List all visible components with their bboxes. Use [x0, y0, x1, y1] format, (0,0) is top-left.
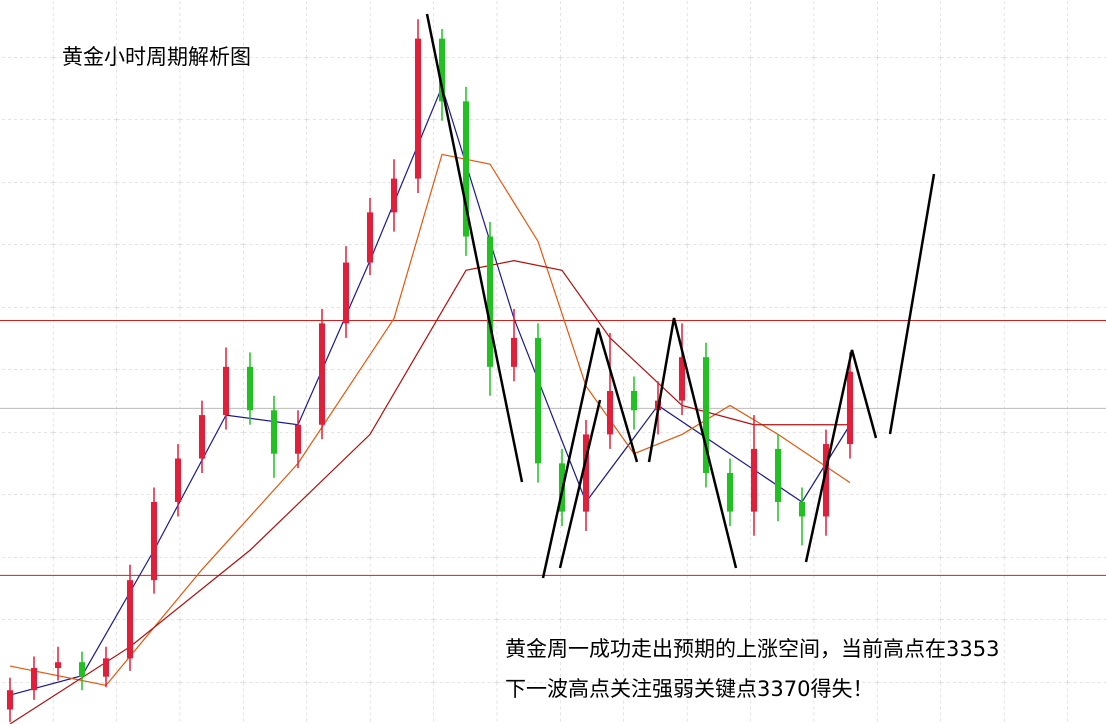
trend-line — [647, 317, 738, 569]
chart-title: 黄金小时周期解析图 — [62, 45, 251, 69]
candle-body — [415, 38, 421, 179]
candle-body — [607, 390, 613, 435]
candle-body — [799, 501, 805, 517]
candle-body — [751, 448, 757, 512]
candle-body — [463, 101, 469, 237]
candle-body — [319, 323, 325, 425]
candle-body — [175, 458, 181, 502]
candle-body — [583, 434, 589, 512]
candle-body — [127, 580, 133, 659]
candle-body — [79, 662, 85, 677]
candle-body — [391, 178, 397, 213]
candle-body — [631, 390, 637, 411]
candle-body — [847, 371, 853, 445]
candle-body — [151, 501, 157, 581]
candle-body — [55, 662, 61, 669]
candle-body — [7, 690, 13, 710]
trend-line — [425, 13, 524, 483]
candle-body — [439, 38, 445, 102]
candle-body — [823, 444, 829, 517]
trend-line — [541, 327, 639, 579]
trend-line — [804, 349, 878, 563]
candle-body — [679, 357, 685, 401]
annotation: 黄金周一成功走出预期的上涨空间，当前高点在3353 — [505, 637, 999, 661]
trend-lines — [425, 13, 936, 579]
candle-body — [535, 337, 541, 464]
candle-body — [271, 410, 277, 454]
candle-body — [31, 668, 37, 691]
moving-average — [9, 153, 851, 687]
trend-line — [558, 399, 602, 569]
candle-body — [703, 357, 709, 474]
candle-body — [775, 448, 781, 502]
candle-body — [247, 366, 253, 411]
trend-line — [888, 173, 936, 435]
candle-body — [223, 366, 229, 416]
candle-body — [487, 236, 493, 367]
candle-body — [103, 658, 109, 677]
candle-body — [727, 473, 733, 512]
candle-body — [295, 424, 301, 454]
candle-body — [367, 212, 373, 263]
annotation: 下一波高点关注强弱关键点3370得失！ — [505, 677, 873, 701]
candle-body — [199, 415, 205, 459]
candle-body — [511, 337, 517, 367]
candle-body — [343, 262, 349, 324]
